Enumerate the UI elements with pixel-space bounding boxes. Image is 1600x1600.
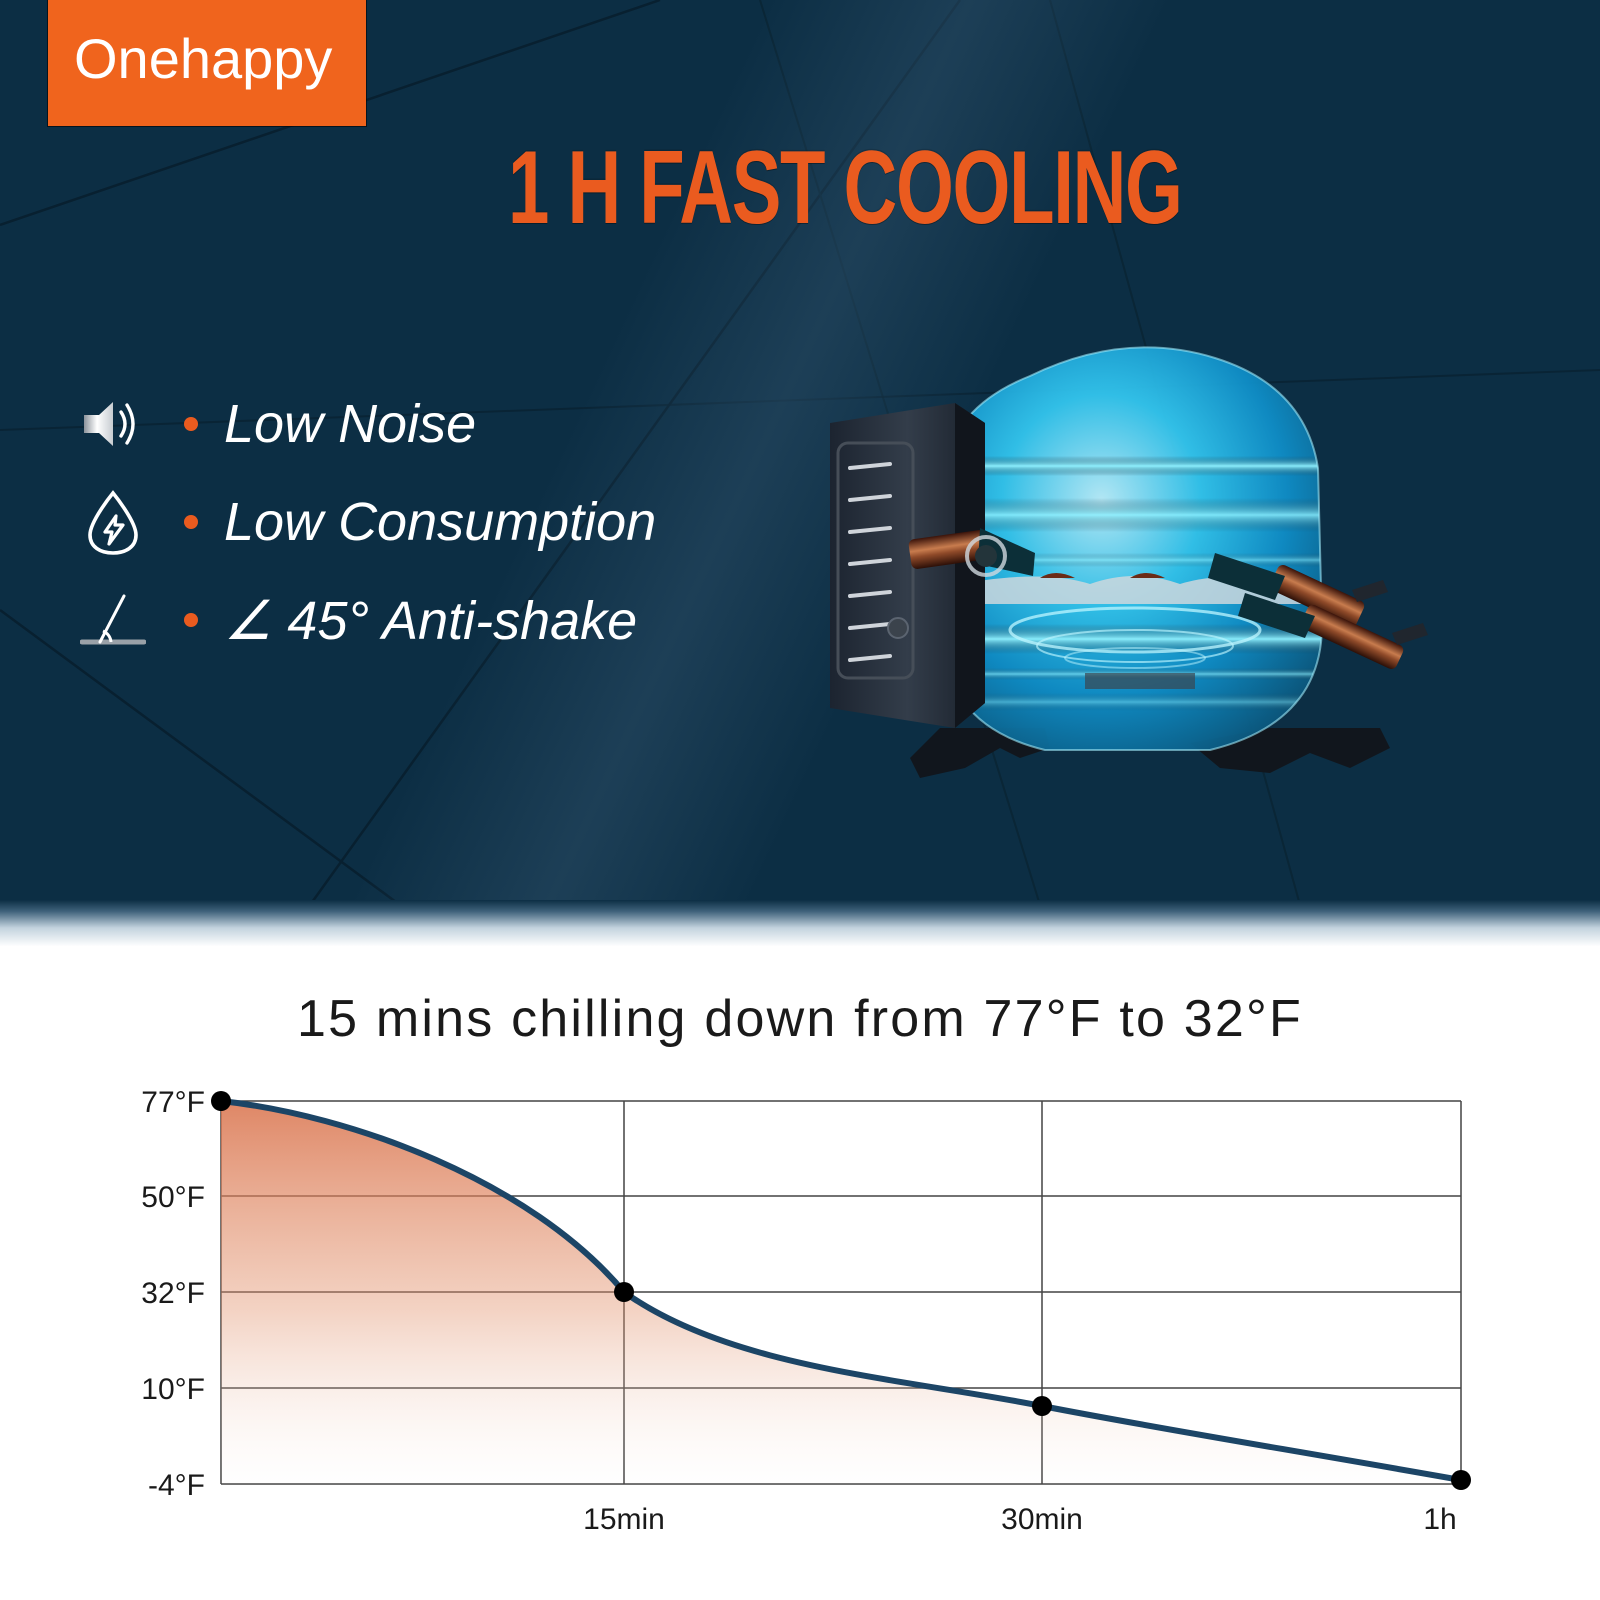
svg-text:50°F: 50°F [141, 1181, 205, 1214]
svg-text:15min: 15min [583, 1503, 665, 1536]
svg-text:77°F: 77°F [141, 1086, 205, 1119]
svg-text:1h: 1h [1423, 1503, 1456, 1536]
svg-text:-4°F: -4°F [148, 1469, 205, 1502]
svg-text:32°F: 32°F [141, 1277, 205, 1310]
svg-text:30min: 30min [1001, 1503, 1083, 1536]
svg-text:10°F: 10°F [141, 1373, 205, 1406]
